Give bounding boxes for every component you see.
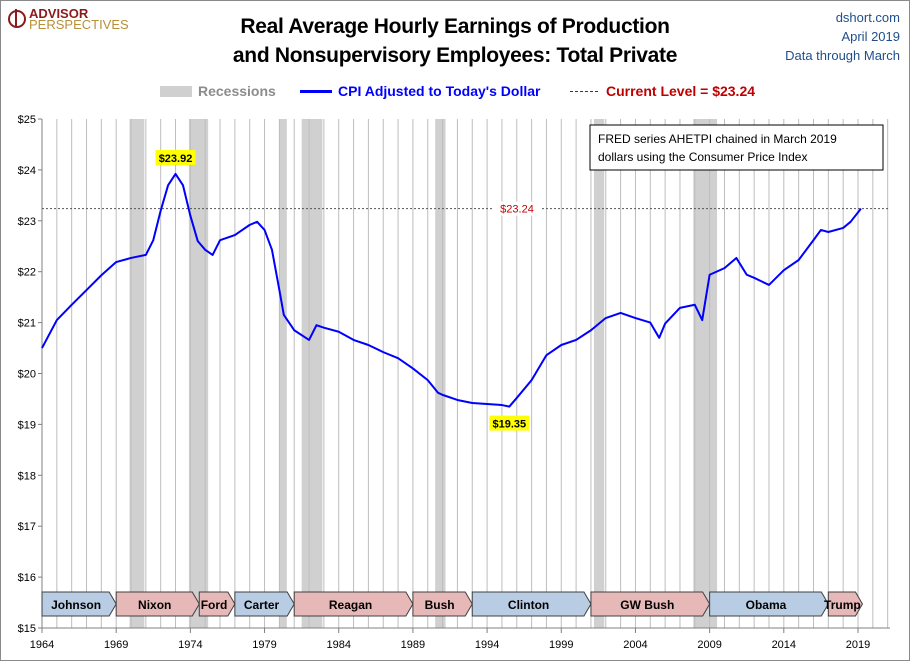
- compass-icon: [8, 9, 26, 28]
- president-label: Bush: [425, 598, 455, 612]
- y-tick-label: $25: [18, 114, 36, 126]
- president-nixon: [115, 591, 200, 617]
- president-label: Nixon: [138, 598, 171, 612]
- source-info: dshort.com April 2019 Data through March: [785, 8, 900, 65]
- y-tick-label: $18: [18, 470, 36, 482]
- president-label: GW Bush: [620, 598, 674, 612]
- recession-band: [693, 119, 718, 628]
- series-line: [41, 172, 862, 408]
- logo-line1: ADVISOR: [29, 6, 89, 21]
- source-site: dshort.com: [835, 10, 900, 25]
- x-tick-label: 1979: [252, 639, 276, 651]
- x-tick-label: 1994: [475, 639, 499, 651]
- callout-bg: [155, 149, 196, 165]
- title-line2: and Nonsupervisory Employees: Total Priv…: [232, 44, 678, 67]
- callout-label: $23.92: [159, 153, 193, 165]
- data-through: Data through March: [785, 48, 900, 63]
- x-tick-label: 1969: [104, 639, 128, 651]
- president-gw-bush: [590, 591, 711, 617]
- current-level-label-bg: [494, 201, 540, 216]
- president-reagan: [293, 591, 414, 617]
- y-tick-label: $15: [18, 623, 36, 635]
- y-tick-label: $23: [18, 216, 36, 228]
- advisor-perspectives-logo: ADVISOR PERSPECTIVES: [8, 6, 129, 32]
- president-label: Obama: [746, 598, 787, 612]
- current-swatch: [570, 90, 598, 92]
- x-tick-label: 2009: [697, 639, 721, 651]
- y-tick-label: $19: [18, 419, 36, 431]
- x-tick-label: 1964: [30, 639, 54, 651]
- publish-date: April 2019: [841, 29, 900, 44]
- legend-current-label: Current Level = $23.24: [606, 83, 756, 99]
- president-label: Trump: [824, 598, 861, 612]
- current-level-label: $23.24: [500, 204, 534, 216]
- series-swatch: [300, 89, 332, 93]
- x-tick-label: 1984: [326, 639, 350, 651]
- title-line1: Real Average Hourly Earnings of Producti…: [240, 15, 670, 38]
- president-ford: [198, 591, 236, 617]
- legend-series-label: CPI Adjusted to Today's Dollar: [338, 83, 541, 99]
- note-line2: dollars using the Consumer Price Index: [598, 150, 807, 164]
- y-tick-label: $24: [18, 165, 36, 177]
- y-tick-label: $20: [18, 369, 36, 381]
- recession-swatch: [160, 85, 192, 97]
- legend-current: Current Level = $23.24: [570, 83, 755, 99]
- recession-band: [435, 119, 446, 628]
- president-label: Reagan: [329, 598, 372, 612]
- president-clinton: [471, 591, 592, 617]
- chart-title: Real Average Hourly Earnings of Producti…: [170, 12, 740, 70]
- note-line1: FRED series AHETPI chained in March 2019: [598, 132, 837, 146]
- y-tick-label: $22: [18, 267, 36, 279]
- y-tick-label: $16: [18, 572, 36, 584]
- president-label: Carter: [244, 598, 280, 612]
- x-tick-label: 2014: [772, 639, 796, 651]
- recession-band: [279, 119, 287, 628]
- president-label: Ford: [201, 598, 228, 612]
- president-obama: [709, 591, 829, 617]
- x-tick-label: 2019: [846, 639, 870, 651]
- x-tick-label: 1974: [178, 639, 202, 651]
- recession-band: [301, 119, 323, 628]
- president-carter: [234, 591, 295, 617]
- recession-band: [593, 119, 605, 628]
- logo-line2: PERSPECTIVES: [29, 17, 129, 32]
- recession-band: [129, 119, 145, 628]
- y-tick-label: $21: [18, 318, 36, 330]
- x-tick-label: 1989: [401, 639, 425, 651]
- callout-bg: [489, 415, 530, 431]
- note-box: [589, 124, 884, 171]
- legend-series: CPI Adjusted to Today's Dollar: [300, 83, 540, 99]
- legend-recessions: Recessions: [160, 83, 276, 99]
- x-tick-label: 2004: [623, 639, 647, 651]
- president-bush: [412, 591, 473, 617]
- x-tick-label: 1999: [549, 639, 573, 651]
- callout-label: $19.35: [493, 419, 527, 431]
- legend-recessions-label: Recessions: [198, 83, 276, 99]
- y-tick-label: $17: [18, 521, 36, 533]
- president-label: Clinton: [508, 598, 549, 612]
- president-trump: [827, 591, 864, 617]
- president-johnson: [41, 591, 117, 617]
- president-label: Johnson: [51, 598, 101, 612]
